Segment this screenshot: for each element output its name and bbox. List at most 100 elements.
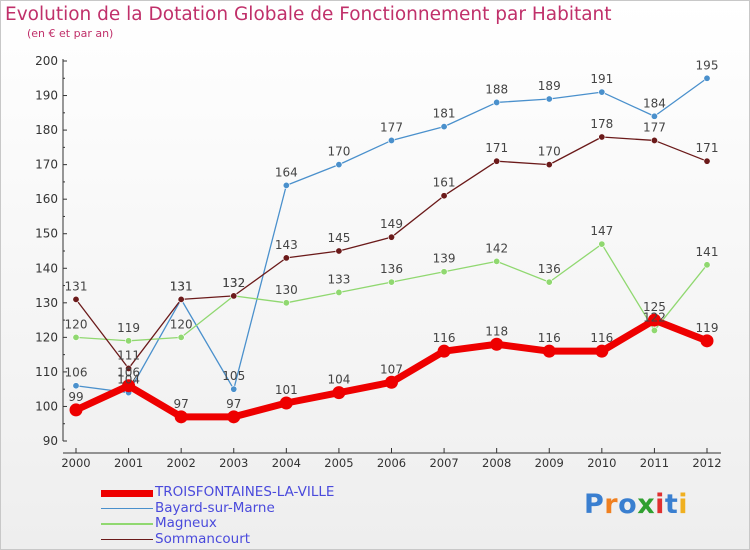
data-label: 104 xyxy=(327,373,350,387)
y-tick-label: 150 xyxy=(35,227,58,241)
y-tick-label: 110 xyxy=(35,365,58,379)
data-label: 133 xyxy=(327,272,350,286)
data-point xyxy=(545,161,553,169)
data-point xyxy=(703,261,711,269)
data-point xyxy=(72,295,80,303)
data-point xyxy=(703,74,711,82)
data-point xyxy=(493,98,501,106)
data-label: 136 xyxy=(538,262,561,276)
legend-label: Bayard-sur-Marne xyxy=(155,499,275,516)
data-point xyxy=(125,337,133,345)
data-label: 97 xyxy=(226,397,241,411)
data-point xyxy=(227,410,241,424)
data-point xyxy=(387,136,395,144)
data-point xyxy=(703,157,711,165)
data-point xyxy=(122,379,136,393)
data-point xyxy=(493,157,501,165)
data-point xyxy=(279,396,293,410)
data-point xyxy=(335,161,343,169)
data-label: 119 xyxy=(696,321,719,335)
data-point xyxy=(440,192,448,200)
data-point xyxy=(282,254,290,262)
data-label: 131 xyxy=(170,279,193,293)
data-label: 107 xyxy=(380,362,403,376)
data-label: 104 xyxy=(117,373,140,387)
data-label: 131 xyxy=(170,279,193,293)
data-point xyxy=(545,95,553,103)
x-tick-label: 2009 xyxy=(535,456,564,470)
data-label: 122 xyxy=(643,310,666,324)
data-label: 99 xyxy=(68,390,83,404)
data-point xyxy=(490,337,504,351)
data-label: 125 xyxy=(643,300,666,314)
x-tick-label: 2008 xyxy=(482,456,511,470)
data-label: 141 xyxy=(696,245,719,259)
y-tick-label: 180 xyxy=(35,123,58,137)
x-tick-label: 2011 xyxy=(640,456,669,470)
data-point xyxy=(230,292,238,300)
data-label: 181 xyxy=(433,107,456,121)
data-point xyxy=(700,334,714,348)
data-point xyxy=(125,364,133,372)
data-label: 171 xyxy=(485,141,508,155)
data-label: 161 xyxy=(433,176,456,190)
data-label: 111 xyxy=(117,348,140,362)
x-tick-label: 2002 xyxy=(167,456,196,470)
legend-label: Sommancourt xyxy=(155,530,251,547)
data-point xyxy=(650,136,658,144)
data-point xyxy=(335,288,343,296)
data-point xyxy=(598,88,606,96)
data-label: 120 xyxy=(65,317,88,331)
data-label: 130 xyxy=(275,283,298,297)
data-label: 143 xyxy=(275,238,298,252)
data-point xyxy=(493,257,501,265)
data-label: 147 xyxy=(590,224,613,238)
data-point xyxy=(387,278,395,286)
data-point xyxy=(72,382,80,390)
data-label: 116 xyxy=(433,331,456,345)
x-tick-label: 2006 xyxy=(377,456,406,470)
data-point xyxy=(387,233,395,241)
data-label: 101 xyxy=(275,383,298,397)
data-label: 132 xyxy=(222,276,245,290)
legend-label: Magneux xyxy=(155,515,217,531)
x-tick-label: 2000 xyxy=(61,456,90,470)
data-label: 177 xyxy=(643,120,666,134)
data-point xyxy=(177,333,185,341)
data-point xyxy=(647,313,661,327)
data-point xyxy=(650,112,658,120)
data-point xyxy=(542,344,556,358)
data-label: 171 xyxy=(696,141,719,155)
data-point xyxy=(174,410,188,424)
data-label: 131 xyxy=(65,279,88,293)
data-point xyxy=(437,344,451,358)
data-point xyxy=(545,278,553,286)
data-point xyxy=(595,344,609,358)
x-tick-label: 2005 xyxy=(324,456,353,470)
legend-swatch xyxy=(101,507,153,510)
proxiti-logo: Proxiti xyxy=(584,489,689,520)
data-label: 106 xyxy=(117,366,140,380)
x-tick-label: 2010 xyxy=(587,456,616,470)
y-tick-label: 200 xyxy=(35,54,58,68)
legend-swatch xyxy=(101,489,153,497)
y-tick-label: 130 xyxy=(35,296,58,310)
legend-swatch xyxy=(101,538,153,541)
y-tick-label: 120 xyxy=(35,330,58,344)
data-label: 164 xyxy=(275,165,298,179)
legend-label: TROISFONTAINES-LA-VILLE xyxy=(155,484,335,500)
data-point xyxy=(230,385,238,393)
y-tick-label: 140 xyxy=(35,261,58,275)
data-label: 195 xyxy=(696,58,719,72)
data-label: 170 xyxy=(538,145,561,159)
data-point xyxy=(650,326,658,334)
data-label: 145 xyxy=(327,231,350,245)
data-label: 189 xyxy=(538,79,561,93)
data-point xyxy=(332,386,346,400)
data-label: 177 xyxy=(380,120,403,134)
chart-title: Evolution de la Dotation Globale de Fonc… xyxy=(5,4,612,25)
data-point xyxy=(598,133,606,141)
data-point xyxy=(69,403,83,417)
y-tick-label: 90 xyxy=(43,434,58,448)
